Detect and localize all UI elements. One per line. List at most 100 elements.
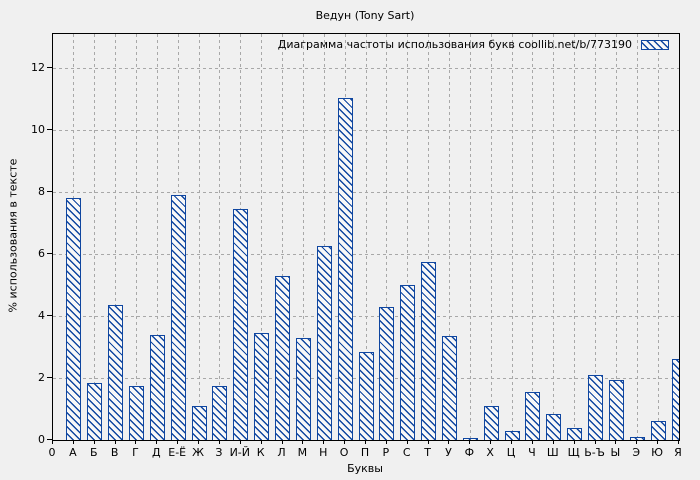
x-tick-29 <box>657 440 659 444</box>
bar-Х <box>483 405 499 440</box>
x-tick-24 <box>552 440 554 444</box>
v-gridline-У <box>448 34 450 440</box>
x-tick-11 <box>281 440 283 444</box>
x-tick-label-Ш: Ш <box>546 446 559 459</box>
legend: Диаграмма частоты использования букв coo… <box>278 38 669 51</box>
x-tick-label-Я: Я <box>674 446 682 459</box>
x-tick-25 <box>573 440 575 444</box>
x-tick-12 <box>302 440 304 444</box>
v-gridline-Ь-Ъ <box>595 34 597 440</box>
y-tick-10 <box>47 129 52 131</box>
bar-Н <box>316 246 332 440</box>
chart-title: Ведун (Tony Sart) <box>315 9 415 22</box>
x-tick-label-Б: Б <box>89 446 98 459</box>
x-tick-27 <box>615 440 617 444</box>
v-gridline-Ф <box>469 34 471 440</box>
x-tick-label-Т: Т <box>424 446 431 459</box>
x-tick-6 <box>177 440 179 444</box>
y-tick-label-8: 8 <box>38 184 45 198</box>
x-tick-label-origin: 0 <box>48 446 56 459</box>
x-tick-label-Э: Э <box>632 446 641 459</box>
y-tick-label-0: 0 <box>38 432 45 446</box>
bar-С <box>400 285 416 440</box>
x-tick-label-М: М <box>297 446 308 459</box>
x-tick-16 <box>385 440 387 444</box>
legend-swatch-icon <box>641 39 669 50</box>
v-gridline-Ж <box>198 34 200 440</box>
bar-Ю <box>650 421 666 440</box>
bar-Ь-Ъ <box>588 374 604 440</box>
x-tick-label-С: С <box>402 446 411 459</box>
x-tick-8 <box>218 440 220 444</box>
y-tick-8 <box>47 191 52 193</box>
x-tick-2 <box>93 440 95 444</box>
bar-П <box>358 351 374 440</box>
y-tick-label-6: 6 <box>38 246 45 260</box>
bar-З <box>212 385 228 440</box>
v-gridline-Л <box>282 34 284 440</box>
x-tick-0 <box>52 440 53 444</box>
x-axis-title: Буквы <box>347 462 383 475</box>
bar-Щ <box>567 428 583 440</box>
x-tick-9 <box>239 440 241 444</box>
x-tick-1 <box>72 440 74 444</box>
x-tick-30 <box>678 440 679 444</box>
x-tick-label-Ю: Ю <box>651 446 664 459</box>
bar-М <box>295 337 311 440</box>
v-gridline-Ч <box>532 34 534 440</box>
bar-В <box>108 305 124 440</box>
bar-У <box>441 336 457 440</box>
bar-Ж <box>191 405 207 440</box>
x-tick-21 <box>490 440 492 444</box>
x-tick-label-Р: Р <box>382 446 390 459</box>
bar-Р <box>379 306 395 440</box>
y-tick-label-2: 2 <box>38 370 45 384</box>
bar-Ч <box>525 391 541 440</box>
plot-area: Диаграмма частоты использования букв coo… <box>52 33 680 441</box>
x-tick-label-А: А <box>69 446 77 459</box>
x-tick-label-Ж: Ж <box>192 446 204 459</box>
x-tick-label-Ь-Ъ: Ь-Ъ <box>584 446 605 459</box>
x-tick-label-Ы: Ы <box>610 446 621 459</box>
x-tick-10 <box>260 440 262 444</box>
x-tick-label-П: П <box>360 446 370 459</box>
bar-О <box>337 97 353 440</box>
x-tick-28 <box>636 440 638 444</box>
y-tick-label-10: 10 <box>31 122 45 136</box>
bar-Д <box>149 334 165 440</box>
x-tick-17 <box>406 440 408 444</box>
x-tick-label-Н: Н <box>319 446 328 459</box>
x-tick-13 <box>323 440 325 444</box>
v-gridline-К <box>261 34 263 440</box>
v-gridline-Ю <box>657 34 659 440</box>
v-gridline-Д <box>156 34 158 440</box>
x-tick-label-К: К <box>256 446 265 459</box>
x-tick-label-У: У <box>445 446 452 459</box>
bar-Г <box>128 385 144 440</box>
bar-Ш <box>546 413 562 440</box>
y-tick-0 <box>47 439 52 440</box>
y-tick-4 <box>47 315 52 317</box>
x-tick-label-И-Й: И-Й <box>229 446 251 459</box>
y-tick-label-4: 4 <box>38 308 45 322</box>
x-tick-label-Л: Л <box>277 446 286 459</box>
bar-Е-Ё <box>170 195 186 440</box>
x-tick-3 <box>114 440 116 444</box>
bar-Я <box>671 359 679 440</box>
x-tick-label-О: О <box>339 446 349 459</box>
x-tick-label-Д: Д <box>152 446 161 459</box>
v-gridline-Т <box>428 34 430 440</box>
x-tick-label-Г: Г <box>132 446 139 459</box>
v-gridline-Ш <box>553 34 555 440</box>
x-tick-14 <box>344 440 346 444</box>
y-tick-2 <box>47 377 52 378</box>
v-gridline-Ы <box>615 34 617 440</box>
x-tick-26 <box>594 440 596 444</box>
x-tick-4 <box>135 440 137 444</box>
v-gridline-Щ <box>574 34 576 440</box>
x-tick-15 <box>365 440 366 444</box>
v-gridline-П <box>365 34 367 440</box>
v-gridline-С <box>407 34 409 440</box>
y-tick-6 <box>47 253 52 255</box>
x-tick-label-В: В <box>110 446 119 459</box>
